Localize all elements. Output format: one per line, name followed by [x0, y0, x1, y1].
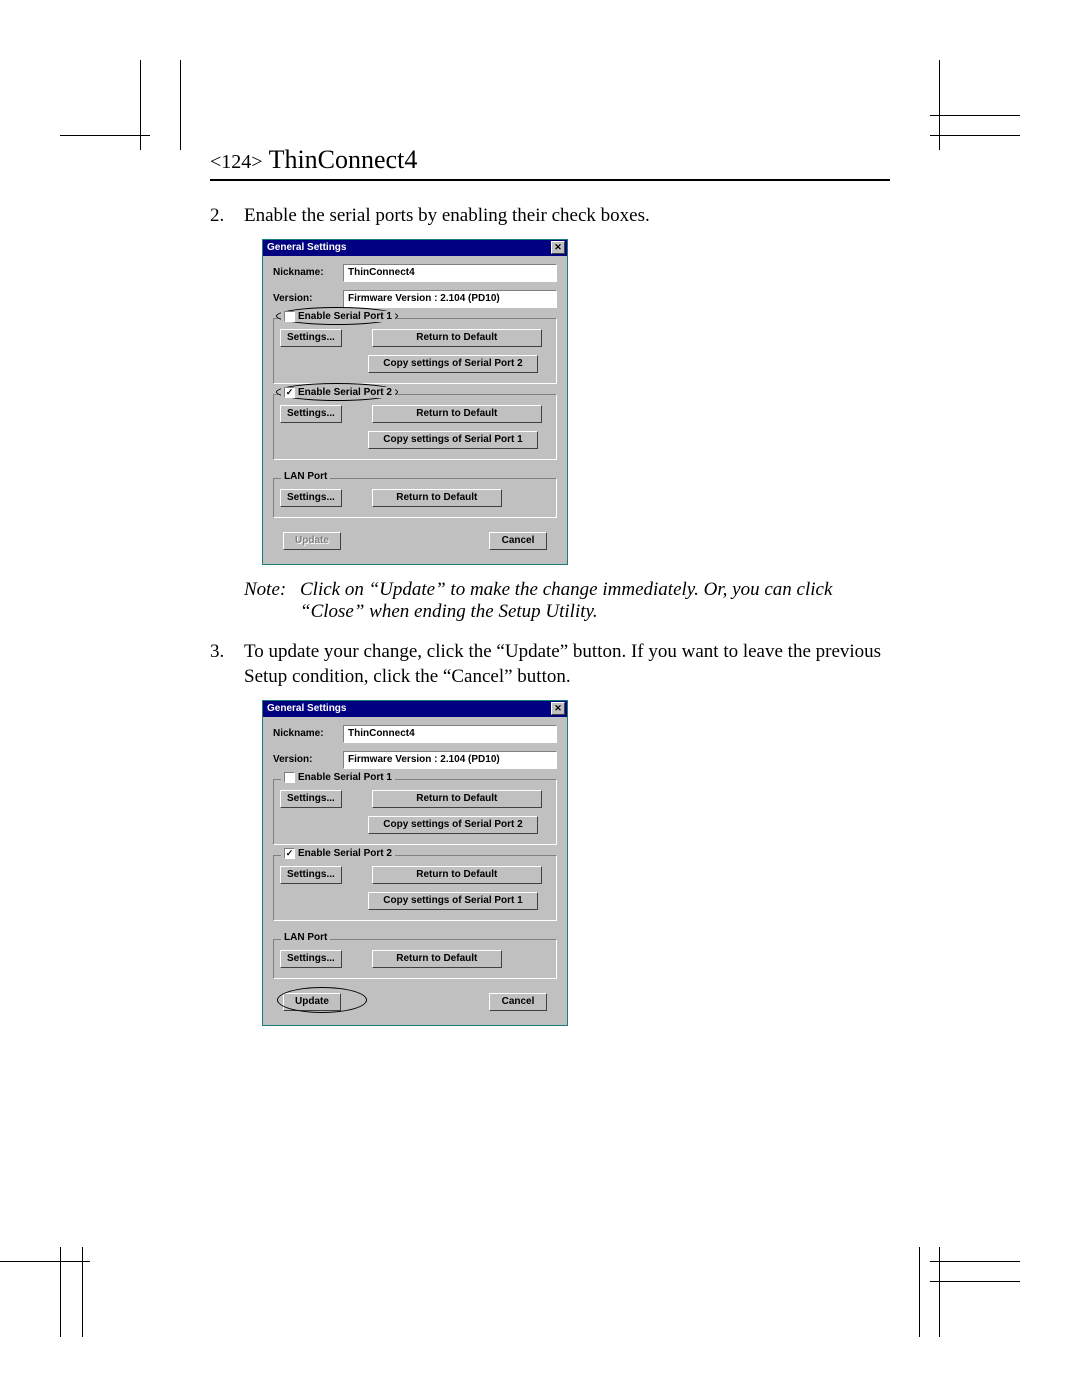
page-title: ThinConnect4 — [269, 145, 418, 175]
port2-copy-button[interactable]: Copy settings of Serial Port 1 — [368, 431, 538, 449]
lan-settings-button[interactable]: Settings... — [280, 950, 342, 968]
page-header: <124> ThinConnect4 — [210, 145, 890, 181]
port1-group: Settings... Return to Default Copy setti… — [273, 318, 557, 384]
port2-legend[interactable]: ✓ Enable Serial Port 2 — [281, 848, 395, 859]
note-label: Note: — [244, 579, 300, 623]
lan-return-default-button[interactable]: Return to Default — [372, 950, 502, 968]
cancel-button[interactable]: Cancel — [489, 993, 547, 1011]
close-icon[interactable]: ✕ — [551, 241, 565, 254]
port1-label: Enable Serial Port 1 — [298, 311, 392, 322]
nickname-label: Nickname: — [273, 728, 343, 739]
lan-settings-button[interactable]: Settings... — [280, 489, 342, 507]
port1-settings-button[interactable]: Settings... — [280, 329, 342, 347]
port1-label: Enable Serial Port 1 — [298, 772, 392, 783]
port1-group: Settings... Return to Default Copy setti… — [273, 779, 557, 845]
dialog-title: General Settings — [267, 703, 346, 714]
step-text: To update your change, click the “Update… — [244, 639, 890, 690]
port1-legend[interactable]: Enable Serial Port 1 — [281, 772, 395, 783]
page-content: <124> ThinConnect4 2. Enable the serial … — [210, 145, 890, 1040]
lan-group: Settings... Return to Default — [273, 939, 557, 979]
port1-return-default-button[interactable]: Return to Default — [372, 790, 542, 808]
nickname-field[interactable]: ThinConnect4 — [343, 725, 557, 743]
close-icon[interactable]: ✕ — [551, 702, 565, 715]
step-text: Enable the serial ports by enabling thei… — [244, 203, 650, 229]
port2-settings-button[interactable]: Settings... — [280, 866, 342, 884]
port2-checkbox[interactable]: ✓ — [284, 848, 295, 859]
page-number: <124> — [210, 151, 263, 174]
nickname-field[interactable]: ThinConnect4 — [343, 264, 557, 282]
port1-checkbox[interactable] — [284, 311, 295, 322]
step-2: 2. Enable the serial ports by enabling t… — [210, 203, 890, 229]
titlebar: General Settings ✕ — [263, 701, 567, 717]
port2-return-default-button[interactable]: Return to Default — [372, 405, 542, 423]
lan-group: Settings... Return to Default — [273, 478, 557, 518]
port1-copy-button[interactable]: Copy settings of Serial Port 2 — [368, 355, 538, 373]
update-button[interactable]: Update — [283, 993, 341, 1011]
port2-checkbox[interactable]: ✓ — [284, 387, 295, 398]
general-settings-dialog-2: General Settings ✕ Nickname: ThinConnect… — [262, 700, 568, 1026]
dialog-footer: Update Cancel — [273, 526, 557, 554]
lan-label: LAN Port — [284, 471, 327, 482]
nickname-label: Nickname: — [273, 267, 343, 278]
port1-checkbox[interactable] — [284, 772, 295, 783]
step-3: 3. To update your change, click the “Upd… — [210, 639, 890, 690]
port2-group: Settings... Return to Default Copy setti… — [273, 394, 557, 460]
port2-label: Enable Serial Port 2 — [298, 848, 392, 859]
version-field: Firmware Version : 2.104 (PD10) — [343, 290, 557, 308]
dialog-footer: Update Cancel — [273, 987, 557, 1015]
step-number: 2. — [210, 203, 244, 229]
port1-settings-button[interactable]: Settings... — [280, 790, 342, 808]
version-label: Version: — [273, 293, 343, 304]
step-number: 3. — [210, 639, 244, 690]
port2-label: Enable Serial Port 2 — [298, 387, 392, 398]
port2-group: Settings... Return to Default Copy setti… — [273, 855, 557, 921]
note: Note: Click on “Update” to make the chan… — [244, 579, 890, 623]
port2-return-default-button[interactable]: Return to Default — [372, 866, 542, 884]
lan-legend: LAN Port — [281, 932, 330, 943]
update-button-disabled: Update — [283, 532, 341, 550]
port2-copy-button[interactable]: Copy settings of Serial Port 1 — [368, 892, 538, 910]
cancel-button[interactable]: Cancel — [489, 532, 547, 550]
dialog-title: General Settings — [267, 242, 346, 253]
note-text: Click on “Update” to make the change imm… — [300, 579, 890, 623]
general-settings-dialog-1: General Settings ✕ Nickname: ThinConnect… — [262, 239, 568, 565]
titlebar: General Settings ✕ — [263, 240, 567, 256]
lan-legend: LAN Port — [281, 471, 330, 482]
version-field: Firmware Version : 2.104 (PD10) — [343, 751, 557, 769]
port2-settings-button[interactable]: Settings... — [280, 405, 342, 423]
port1-legend[interactable]: Enable Serial Port 1 — [281, 311, 395, 322]
version-label: Version: — [273, 754, 343, 765]
port1-copy-button[interactable]: Copy settings of Serial Port 2 — [368, 816, 538, 834]
lan-return-default-button[interactable]: Return to Default — [372, 489, 502, 507]
port2-legend[interactable]: ✓ Enable Serial Port 2 — [281, 387, 395, 398]
lan-label: LAN Port — [284, 932, 327, 943]
port1-return-default-button[interactable]: Return to Default — [372, 329, 542, 347]
